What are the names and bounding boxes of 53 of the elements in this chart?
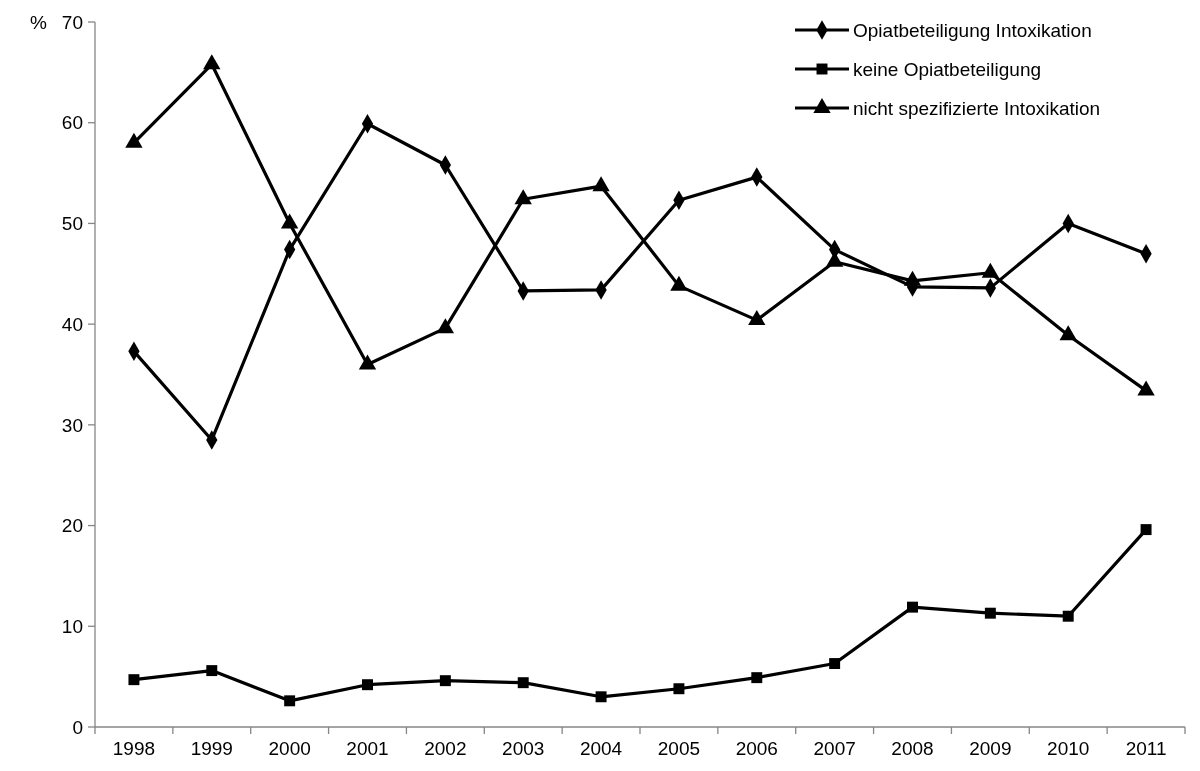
x-tick-label: 1999 — [190, 738, 233, 759]
point — [1062, 610, 1074, 622]
point — [125, 132, 143, 148]
x-tick-label: 2005 — [657, 738, 701, 759]
point — [984, 607, 996, 619]
point — [439, 675, 451, 687]
x-tick-label: 2001 — [346, 738, 389, 759]
y-tick-label: 0 — [72, 716, 83, 738]
y-tick-label: 30 — [61, 414, 83, 436]
point — [514, 189, 532, 205]
x-tick-label: 2011 — [1125, 738, 1167, 759]
point — [670, 275, 688, 291]
point — [673, 683, 685, 695]
x-tick-label: 2006 — [735, 738, 778, 759]
legend-label: Opiatbeteiligung Intoxikation — [853, 19, 1092, 41]
point — [206, 665, 218, 677]
y-tick-label: 40 — [61, 313, 83, 335]
point — [517, 677, 529, 689]
y-tick-label: 10 — [61, 615, 83, 637]
point — [280, 213, 299, 229]
x-tick-label: 1998 — [112, 738, 156, 759]
x-tick-label: 2007 — [813, 738, 856, 759]
x-tick-label: 2004 — [579, 738, 623, 759]
y-tick-label: 70 — [61, 11, 83, 33]
legend-label: keine Opiatbeteiligung — [853, 58, 1042, 80]
point — [751, 672, 763, 684]
legend-label: nicht spezifizierte Intoxikation — [853, 97, 1101, 119]
point — [284, 695, 296, 707]
x-tick-label: 2009 — [969, 738, 1012, 759]
point — [1059, 325, 1077, 341]
point — [903, 270, 922, 286]
point — [592, 176, 610, 192]
x-tick-label: 2008 — [891, 738, 934, 759]
point — [595, 691, 607, 703]
y-tick-label: 50 — [61, 213, 83, 235]
y-tick-label: 20 — [61, 515, 83, 537]
point — [362, 679, 373, 691]
point — [128, 674, 140, 686]
point — [1137, 380, 1155, 396]
point — [748, 310, 766, 326]
point — [436, 318, 455, 334]
point — [358, 354, 377, 370]
point — [907, 601, 918, 613]
x-tick-label: 2000 — [268, 738, 311, 759]
x-tick-label: 2003 — [502, 738, 545, 759]
point — [203, 54, 221, 70]
point — [981, 262, 1000, 278]
point — [829, 658, 841, 670]
x-tick-label: 2002 — [424, 738, 467, 759]
y-tick-label: 60 — [61, 112, 83, 134]
point — [1140, 524, 1152, 536]
x-tick-label: 2010 — [1047, 738, 1090, 759]
y-axis-title: % — [30, 11, 48, 33]
